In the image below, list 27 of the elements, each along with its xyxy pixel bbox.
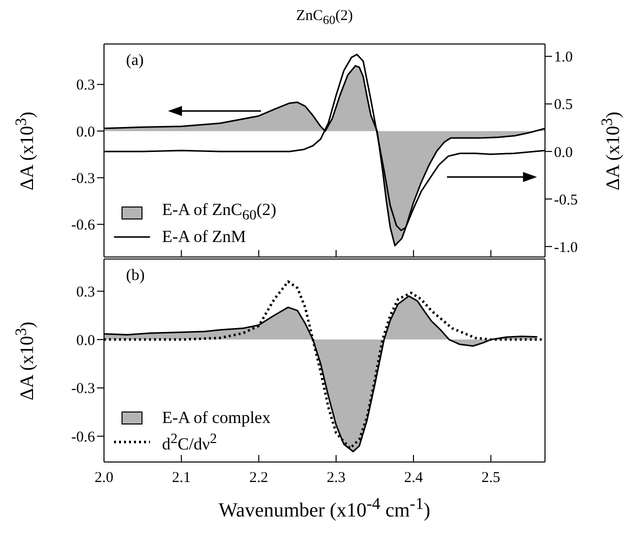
x-tick-label: 2.1 (172, 470, 191, 486)
y-tick-label: 0.3 (76, 78, 95, 94)
legend-label: E-A of complex (162, 407, 271, 429)
x-tick-label: 2.3 (326, 470, 346, 486)
y-tick-label: -0.6 (71, 430, 96, 446)
y-tick-label: -0.3 (71, 171, 95, 188)
x-axis-title: Wavenumber (x10$^{-4}$ cm$^{-1}$) (218, 494, 432, 523)
y2-tick-label: 1.0 (554, 50, 573, 66)
y2-tick-label: -1.0 (554, 240, 578, 256)
y-tick-label: 0.3 (76, 284, 95, 301)
x-tick-label: 2.2 (249, 470, 268, 486)
x-tick-label: 2.0 (94, 470, 114, 486)
legend-label: E-A of ZnM (162, 226, 246, 248)
y2-tick-label: 0.0 (554, 144, 573, 161)
chart-title: ZnC$_{60}$(2) (295, 8, 354, 28)
y-tick-label: -0.6 (71, 218, 96, 234)
annotation: (b) (126, 267, 145, 285)
y2-tick-label: -0.5 (554, 192, 578, 208)
y2-tick-label: 0.5 (554, 97, 573, 114)
y-tick-label: 0.0 (76, 124, 95, 140)
legend-label: d$^{2}$C/dν$^{2}$ (162, 430, 217, 456)
legend-label: E-A of ZnC$_{60}$(2) (162, 199, 276, 226)
x-tick-label: 2.5 (481, 470, 500, 486)
annotation: (a) (126, 52, 144, 70)
y-tick-label: 0.0 (76, 332, 95, 349)
y-tick-label: -0.3 (71, 381, 95, 398)
x-tick-label: 2.4 (404, 470, 424, 486)
